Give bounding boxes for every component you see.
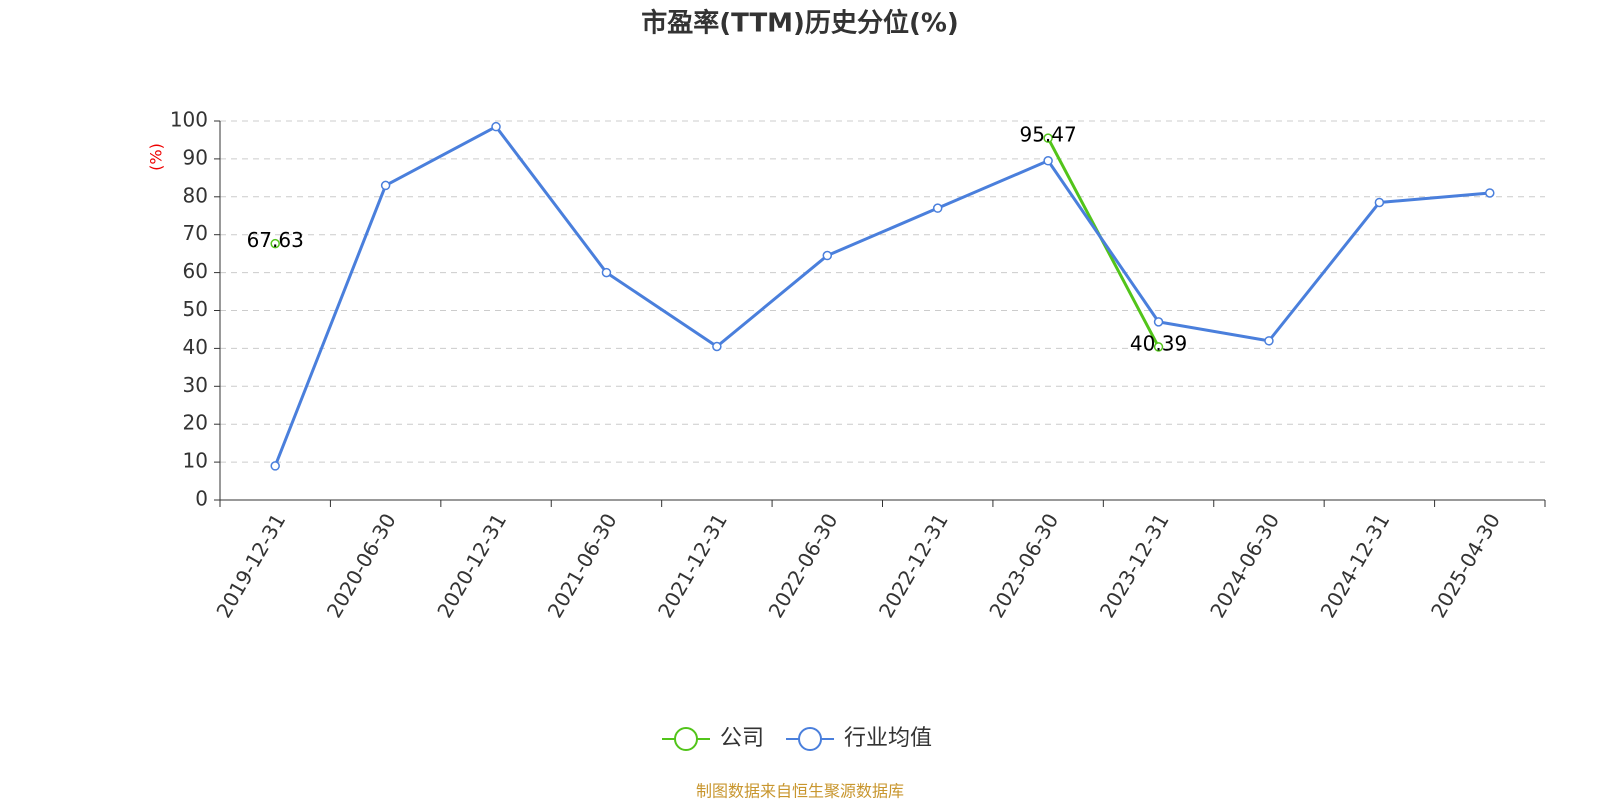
- y-tick-label: 30: [183, 373, 208, 397]
- data-point: [491, 121, 501, 132]
- data-point: [1485, 188, 1495, 198]
- x-tick-label: 2023-06-30: [984, 509, 1063, 622]
- legend-marker: [798, 727, 823, 751]
- y-tick-label: 50: [183, 297, 208, 321]
- legend-item[interactable]: 公司: [662, 726, 764, 751]
- y-tick-label: 10: [183, 449, 208, 473]
- data-label: 67.63: [247, 228, 304, 252]
- legend-marker: [674, 727, 698, 751]
- legend-label: 行业均值: [844, 726, 932, 751]
- x-tick-label: 2022-06-30: [763, 509, 842, 622]
- x-tick-label: 2024-06-30: [1205, 509, 1284, 622]
- data-point: [822, 250, 833, 261]
- data-point: [1264, 336, 1274, 346]
- data-point: [712, 341, 722, 352]
- x-tick-label: 2021-12-31: [653, 509, 732, 622]
- x-tick-label: 2023-12-31: [1095, 509, 1174, 622]
- y-tick-label: 90: [183, 145, 208, 169]
- x-tick-label: 2024-12-31: [1316, 509, 1395, 622]
- x-tick-label: 2022-12-31: [874, 509, 953, 622]
- data-point: [270, 461, 280, 471]
- data-point: [1153, 342, 1164, 352]
- data-point: [1043, 133, 1053, 143]
- y-tick-label: 80: [183, 183, 208, 207]
- y-tick-label: 60: [183, 259, 208, 283]
- y-axis-label: (%): [147, 143, 166, 171]
- legend-label: 公司: [720, 726, 764, 751]
- x-tick-label: 2025-04-30: [1426, 509, 1505, 622]
- data-label: 40.39: [1130, 331, 1187, 355]
- data-label: 95.47: [1019, 123, 1076, 147]
- data-point: [1374, 197, 1385, 208]
- data-point: [932, 203, 943, 213]
- source-note: 制图数据来自恒生聚源数据库: [696, 782, 904, 800]
- y-tick-label: 0: [195, 487, 208, 511]
- x-tick-label: 2020-12-31: [432, 509, 511, 622]
- data-point: [1153, 317, 1164, 327]
- y-tick-label: 70: [183, 221, 208, 245]
- y-tick-label: 40: [183, 335, 208, 359]
- legend-item[interactable]: 行业均值: [786, 726, 932, 751]
- y-tick-label: 100: [170, 108, 208, 132]
- x-tick-label: 2021-06-30: [543, 509, 622, 622]
- y-tick-label: 20: [183, 411, 208, 435]
- x-tick-label: 2019-12-31: [211, 509, 290, 622]
- series-line: [273, 124, 1490, 467]
- chart-title: 市盈率(TTM)历史分位(%): [641, 8, 959, 39]
- data-point: [270, 238, 280, 249]
- data-point: [380, 180, 391, 191]
- data-point: [1043, 156, 1053, 166]
- x-tick-label: 2020-06-30: [322, 509, 401, 622]
- data-point: [601, 267, 612, 278]
